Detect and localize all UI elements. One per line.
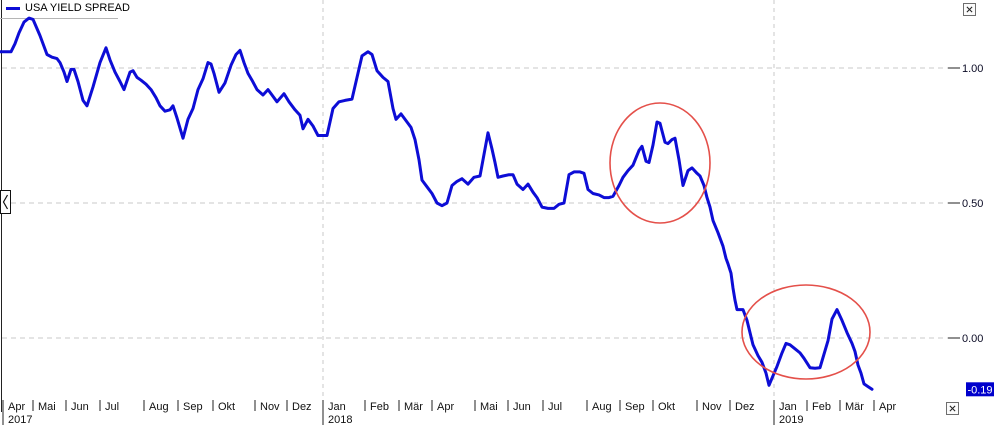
x-glyph [949, 405, 956, 412]
x-tick-label: Mär [845, 401, 864, 413]
y-tick-label: 0.00 [962, 333, 983, 345]
x-tick-label: Apr [879, 401, 896, 413]
scroll-left-button[interactable] [0, 190, 11, 214]
last-value-badge [966, 382, 994, 397]
x-tick-label: Okt [658, 401, 675, 413]
annotation-ellipse [609, 102, 711, 224]
x-tick-label: Mär [404, 401, 423, 413]
x-tick-label: Jun [513, 401, 531, 413]
x-tick-label: Jan [779, 401, 797, 413]
last-value-label: -0.19 [967, 384, 992, 396]
x-tick-label: Apr [8, 401, 25, 413]
x-tick-label: Feb [370, 401, 389, 413]
x-year-label: 2018 [328, 414, 352, 426]
x-year-label: 2017 [8, 414, 32, 426]
x-tick-label: Feb [812, 401, 831, 413]
y-tick-label: 1.00 [962, 63, 983, 75]
x-tick-label: Jul [548, 401, 562, 413]
close-icon[interactable] [963, 3, 976, 16]
x-tick-label: Okt [218, 401, 235, 413]
x-tick-label: Dez [292, 401, 312, 413]
chevron-left-icon [2, 194, 9, 210]
x-glyph [966, 6, 973, 13]
x-year-label: 2019 [779, 414, 803, 426]
x-tick-label: Aug [149, 401, 169, 413]
x-tick-label: Dez [735, 401, 755, 413]
x-tick-label: Mai [480, 401, 498, 413]
x-tick-label: Mai [38, 401, 56, 413]
y-tick-label: 0.50 [962, 198, 983, 210]
x-tick-label: Jun [71, 401, 89, 413]
legend-line-swatch [6, 6, 20, 10]
x-tick-label: Apr [437, 401, 454, 413]
x-tick-label: Nov [260, 401, 280, 413]
x-tick-label: Jan [328, 401, 346, 413]
close-icon-bottom[interactable] [946, 402, 959, 415]
yield-spread-line [0, 16, 874, 391]
legend-item[interactable]: USA YIELD SPREAD [6, 2, 130, 14]
x-tick-label: Sep [183, 401, 203, 413]
legend-label: USA YIELD SPREAD [25, 2, 130, 14]
x-tick-label: Jul [105, 401, 119, 413]
x-tick-label: Nov [702, 401, 722, 413]
annotation-ellipse [741, 284, 871, 380]
x-tick-label: Aug [592, 401, 612, 413]
x-tick-label: Sep [625, 401, 645, 413]
